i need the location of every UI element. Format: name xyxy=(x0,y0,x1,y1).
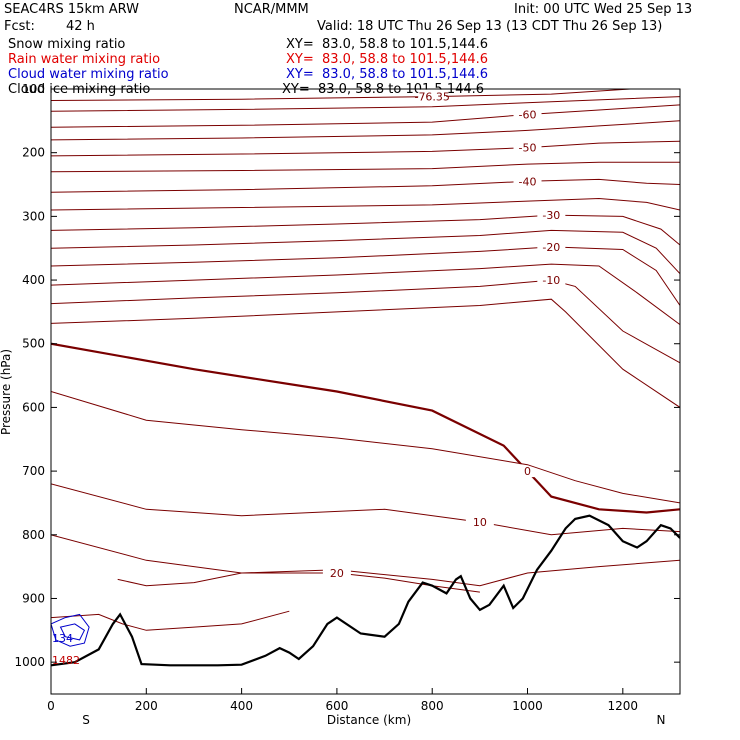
x-tick-label: 200 xyxy=(135,699,158,713)
x-axis-right-end-label: N xyxy=(657,713,666,727)
legend-cloudwater-xy: XY= 83.0, 58.8 to 101.5,144.6 xyxy=(286,67,489,82)
x-axis-left-end-label: S xyxy=(82,713,90,727)
cloud-water-contour xyxy=(59,623,86,641)
isotherm-label: 10 xyxy=(473,516,487,529)
isotherm-label: 0 xyxy=(524,465,531,478)
y-tick-label: 600 xyxy=(22,400,45,414)
x-tick-label: 800 xyxy=(421,699,444,713)
x-tick-label: 1000 xyxy=(512,699,543,713)
isotherm-label: 20 xyxy=(330,567,344,580)
isotherm-line xyxy=(51,161,680,173)
isotherm-label: -10 xyxy=(542,274,560,287)
isotherm-label-bg xyxy=(418,89,447,103)
isotherm-line xyxy=(51,229,680,275)
isotherm-line xyxy=(51,178,680,193)
y-axis-title: Pressure (hPa) xyxy=(0,349,13,435)
isotherm-line xyxy=(51,391,680,504)
center-label: NCAR/MMM xyxy=(234,2,309,17)
y-tick-label: 800 xyxy=(22,528,45,542)
isotherm-line xyxy=(51,610,290,631)
isotherm-line xyxy=(51,96,680,112)
legend-snow-xy: XY= 83.0, 58.8 to 101.5,144.6 xyxy=(286,37,489,52)
isotherm-label-bg xyxy=(537,239,566,253)
isotherm-line xyxy=(51,89,639,101)
cloud-water-contour xyxy=(51,613,90,647)
legend-rain-label: Rain water mixing ratio xyxy=(8,52,161,67)
isotherm-label-bg xyxy=(465,515,494,529)
isotherm-line xyxy=(51,197,680,211)
isotherm-label: -60 xyxy=(519,108,537,121)
y-tick-label: 200 xyxy=(22,146,45,160)
plot-frame xyxy=(50,88,681,695)
x-axis-title: Distance (km) xyxy=(327,713,411,727)
x-tick-label: 400 xyxy=(230,699,253,713)
isotherm-label-bg xyxy=(513,140,542,154)
model-title: SEAC4RS 15km ARW xyxy=(4,2,140,17)
isotherm-label: -20 xyxy=(542,241,560,254)
y-tick-label: 400 xyxy=(22,273,45,287)
isotherm-label-bg xyxy=(513,174,542,188)
isotherm-label-bg xyxy=(537,208,566,222)
cloud-water-label: 1482 xyxy=(52,654,80,667)
forecast-hours: 42 h xyxy=(66,19,95,34)
init-time: Init: 00 UTC Wed 25 Sep 13 xyxy=(514,2,693,17)
legend-snow-label: Snow mixing ratio xyxy=(8,37,126,52)
isotherm-line xyxy=(51,534,680,587)
terrain-layer xyxy=(51,514,680,667)
y-tick-label: 900 xyxy=(22,591,45,605)
isotherm-line xyxy=(51,279,680,364)
valid-time: Valid: 18 UTC Thu 26 Sep 13 (13 CDT Thu … xyxy=(317,19,663,34)
isotherm-label: -76.35 xyxy=(414,91,449,104)
isotherm-layer: -76.35 -60 -50 -40 -30 -20 -10 0 10 20 xyxy=(51,89,680,631)
isotherm-label-bg xyxy=(322,566,351,579)
isotherm-line xyxy=(51,483,680,536)
isotherm-line xyxy=(51,140,680,157)
isotherm-line xyxy=(51,214,680,246)
y-tick-label: 300 xyxy=(22,209,45,223)
isotherm-label-bg xyxy=(513,107,542,121)
isotherm-line xyxy=(51,263,680,326)
y-tick-label: 1000 xyxy=(14,655,45,669)
isotherm-label-bg xyxy=(537,273,566,287)
legend-cloudwater-label: Cloud water mixing ratio xyxy=(8,67,169,82)
isotherm-line xyxy=(51,298,680,408)
legend-rain-xy: XY= 83.0, 58.8 to 101.5,144.6 xyxy=(286,52,489,67)
isotherm-label: -40 xyxy=(519,175,537,188)
y-tick-label: 700 xyxy=(22,464,45,478)
isotherm-label: -50 xyxy=(519,142,537,155)
y-tick-label: 500 xyxy=(22,337,45,351)
y-tick-label: 100 xyxy=(22,82,45,96)
axes-layer: 0 200 400 600 800 1000 12001002003004005006007… xyxy=(14,82,680,713)
x-tick-label: 1200 xyxy=(608,699,639,713)
forecast-label: Fcst: xyxy=(4,19,35,34)
isotherm-line xyxy=(51,246,680,306)
cloud-water-label: 134 xyxy=(52,632,73,645)
isotherm-line xyxy=(51,120,680,141)
terrain-line xyxy=(51,514,680,667)
cloud-water-layer: 134 1482 xyxy=(51,613,90,667)
x-tick-label: 600 xyxy=(325,699,348,713)
isotherm-label: -30 xyxy=(542,209,560,222)
x-tick-label: 0 xyxy=(47,699,55,713)
isotherm-line xyxy=(51,342,680,514)
isotherm-line xyxy=(117,572,480,593)
isotherm-line xyxy=(51,104,680,128)
